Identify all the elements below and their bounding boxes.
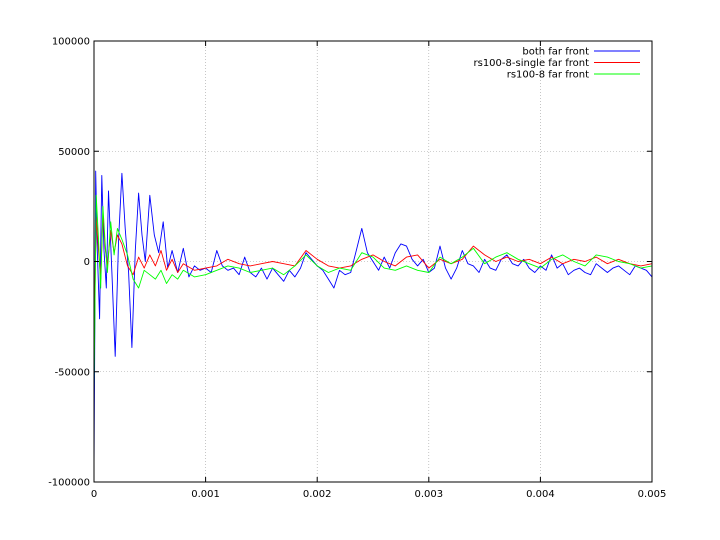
y-tick-label: 50000 <box>58 147 90 158</box>
series-line-3 <box>93 194 653 394</box>
y-tick-label: -50000 <box>55 367 90 378</box>
x-axis-tick-labels: 0 0.001 0.002 0.003 0.004 0.005 <box>91 489 667 500</box>
y-axis-tick-labels: -100000 -50000 0 50000 100000 <box>48 37 90 489</box>
y-tick-label: -100000 <box>48 478 90 489</box>
x-tick-label: 0.002 <box>303 489 332 500</box>
axis-ticks <box>93 40 653 483</box>
series-line-2 <box>93 212 653 350</box>
series-lines <box>93 170 653 472</box>
legend-label: rs100-8-single far front <box>474 58 590 69</box>
x-tick-label: 0.005 <box>638 489 667 500</box>
x-tick-label: 0 <box>91 489 97 500</box>
y-tick-label: 100000 <box>52 37 90 48</box>
series-line-1 <box>93 170 653 472</box>
legend-label: both far front <box>522 47 589 58</box>
x-tick-label: 0.003 <box>414 489 443 500</box>
x-tick-label: 0.001 <box>191 489 220 500</box>
legend-label: rs100-8 far front <box>507 70 589 81</box>
y-tick-label: 0 <box>84 257 90 268</box>
x-tick-label: 0.004 <box>526 489 555 500</box>
